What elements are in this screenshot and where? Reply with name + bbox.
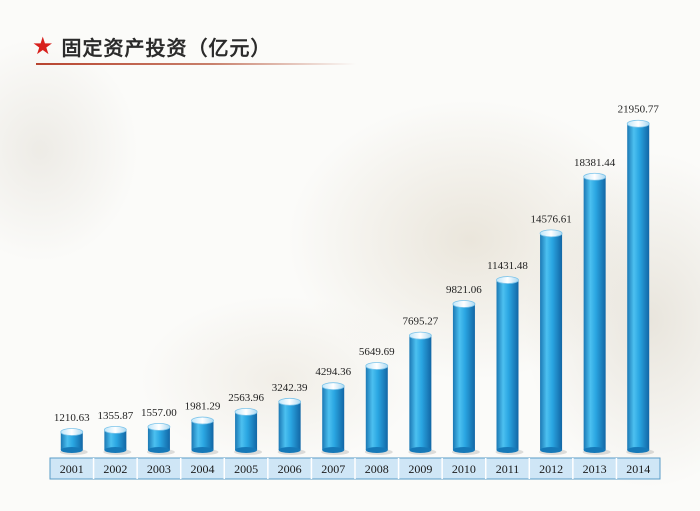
bar-2012 — [539, 229, 568, 455]
bar-2004 — [190, 416, 219, 455]
x-tick-label-2005: 2005 — [234, 462, 258, 476]
bar-bottom-cap — [235, 447, 258, 453]
bar-top-cap — [103, 425, 127, 434]
bar — [583, 176, 606, 450]
bar-top-cap — [365, 362, 389, 370]
value-label-2006: 3242.39 — [272, 382, 308, 394]
bar — [191, 420, 214, 450]
value-labels-layer: 1210.63 2001 1355.87 2002 1557.00 2003 1981.29… — [54, 104, 659, 476]
bar-bottom-cap — [322, 447, 345, 453]
bar-bottom-cap — [409, 447, 432, 453]
value-label-2013: 18381.44 — [574, 157, 616, 169]
bar-2009 — [408, 331, 437, 455]
bar — [147, 426, 170, 450]
bar-2005 — [234, 407, 263, 455]
bar-top-cap — [626, 119, 650, 128]
value-label-2012: 14576.61 — [530, 213, 571, 225]
bar — [496, 280, 519, 450]
bar-top-cap — [408, 331, 432, 340]
bar — [60, 432, 83, 450]
bar-bottom-cap — [627, 447, 650, 453]
bar-2014 — [626, 119, 655, 455]
bar — [540, 233, 563, 450]
bar — [235, 411, 258, 450]
bar-2003 — [146, 422, 175, 455]
bar-top-cap — [539, 229, 563, 238]
value-label-2003: 1557.00 — [141, 407, 177, 419]
bar-bottom-cap — [365, 447, 388, 453]
bar-2008 — [364, 362, 393, 455]
page-title: 固定资产投资（亿元） — [61, 35, 272, 60]
bar — [104, 429, 127, 450]
value-label-2007: 4294.36 — [315, 366, 351, 378]
bar-2006 — [277, 397, 306, 455]
x-tick-label-2008: 2008 — [365, 462, 389, 476]
bar-bottom-cap — [147, 447, 170, 453]
bar-top-cap — [321, 382, 345, 391]
x-tick-label-2009: 2009 — [408, 462, 432, 476]
bar-bottom-cap — [278, 447, 301, 453]
value-label-2009: 7695.27 — [402, 316, 438, 328]
bar-top-cap — [452, 300, 476, 308]
bar-2011 — [495, 276, 524, 455]
x-tick-label-2011: 2011 — [496, 462, 520, 476]
x-tick-label-2001: 2001 — [60, 462, 84, 476]
bar — [452, 304, 475, 450]
bar-bottom-cap — [496, 447, 519, 453]
bar-bottom-cap — [104, 447, 127, 453]
x-tick-label-2013: 2013 — [583, 462, 607, 476]
bar-top-cap — [234, 407, 258, 416]
bar-top-cap — [147, 422, 171, 431]
value-label-2010: 9821.06 — [446, 284, 482, 296]
x-tick-label-2007: 2007 — [321, 462, 345, 476]
x-tick-label-2014: 2014 — [626, 462, 650, 476]
x-tick-label-2010: 2010 — [452, 462, 476, 476]
bar-bottom-cap — [452, 447, 475, 453]
bar-top-cap — [191, 416, 214, 425]
x-tick-label-2012: 2012 — [539, 462, 563, 476]
bar-bottom-cap — [60, 447, 83, 453]
value-label-2002: 1355.87 — [97, 410, 133, 422]
value-label-2008: 5649.69 — [359, 346, 395, 358]
x-axis-band — [49, 457, 661, 480]
x-tick-label-2004: 2004 — [191, 462, 215, 476]
bar — [365, 366, 388, 450]
bars-layer — [59, 119, 655, 455]
bar-2007 — [321, 382, 350, 455]
bar — [627, 123, 650, 450]
bar-2013 — [582, 172, 611, 455]
value-label-2001: 1210.63 — [54, 412, 90, 424]
bar-top-cap — [278, 397, 302, 406]
bar-top-cap — [60, 428, 84, 436]
page-header: ★ 固定资产投资（亿元） — [32, 28, 272, 64]
bar-2002 — [103, 425, 132, 455]
value-label-2004: 1981.29 — [185, 401, 221, 413]
x-tick-label-2006: 2006 — [278, 462, 302, 476]
bar-2010 — [451, 300, 480, 455]
bar-bottom-cap — [191, 447, 214, 453]
star-icon: ★ — [32, 32, 54, 60]
bar-top-cap — [496, 276, 519, 284]
bar-top-cap — [583, 172, 607, 181]
bar — [409, 335, 432, 450]
bar-bottom-cap — [540, 447, 563, 453]
bar — [322, 386, 345, 450]
x-tick-label-2003: 2003 — [147, 462, 171, 476]
value-label-2005: 2563.96 — [228, 392, 264, 404]
bar-bottom-cap — [583, 447, 606, 453]
value-label-2011: 11431.48 — [487, 260, 528, 272]
bar — [278, 401, 301, 450]
bar-2001 — [59, 428, 88, 455]
x-tick-label-2002: 2002 — [103, 462, 127, 476]
title-underline — [36, 63, 356, 65]
value-label-2014: 21950.77 — [618, 104, 660, 116]
